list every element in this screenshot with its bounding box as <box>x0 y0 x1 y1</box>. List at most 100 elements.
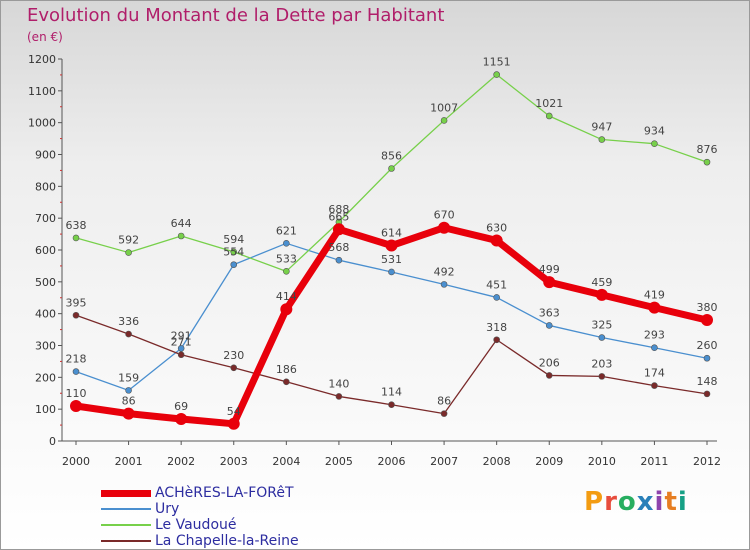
data-point <box>177 232 185 240</box>
data-point <box>545 372 553 379</box>
y-tick-label: 1200 <box>28 53 56 66</box>
data-point <box>651 140 658 147</box>
data-label: 186 <box>276 363 297 376</box>
data-label: 110 <box>66 387 87 400</box>
data-point <box>651 382 658 389</box>
data-point <box>230 261 238 268</box>
data-point <box>598 373 606 380</box>
x-tick-label: 2001 <box>115 455 143 468</box>
data-point <box>283 240 290 247</box>
data-point <box>648 301 661 314</box>
data-point <box>440 117 448 124</box>
data-point <box>72 311 80 319</box>
x-tick-label: 2004 <box>272 455 300 468</box>
data-point <box>72 368 80 375</box>
chart-title: Evolution du Montant de la Dette par Hab… <box>27 5 445 26</box>
data-point <box>125 387 132 394</box>
x-tick-label: 2011 <box>640 455 668 468</box>
data-point <box>598 334 606 341</box>
data-label: 419 <box>644 289 665 302</box>
data-point <box>230 248 238 256</box>
data-label: 1007 <box>430 101 458 114</box>
y-tick-label: 600 <box>35 244 56 257</box>
data-point <box>175 413 188 426</box>
data-point <box>493 71 500 78</box>
data-label: 140 <box>328 377 349 390</box>
logo-letter: r <box>604 487 618 517</box>
y-tick-label: 200 <box>35 371 56 384</box>
logo-letter: o <box>617 487 637 517</box>
data-point <box>388 165 395 172</box>
data-point <box>440 410 448 417</box>
data-point <box>280 303 293 316</box>
data-label: 114 <box>381 386 402 399</box>
data-label: 670 <box>434 209 455 222</box>
data-label: 54 <box>227 405 241 418</box>
data-point <box>332 223 345 236</box>
data-point <box>493 294 500 301</box>
data-label: 638 <box>66 219 87 232</box>
data-point <box>125 330 132 338</box>
data-point <box>388 268 395 276</box>
data-point <box>335 256 343 264</box>
data-point <box>490 234 503 247</box>
data-label: 621 <box>276 224 297 237</box>
data-label: 644 <box>171 217 192 230</box>
data-label: 203 <box>591 357 612 370</box>
data-label: 218 <box>66 353 87 366</box>
x-tick-label: 2012 <box>693 455 721 468</box>
logo-letter: x <box>636 487 655 517</box>
data-label: 1151 <box>483 56 511 69</box>
data-label: 614 <box>381 227 402 240</box>
x-tick-label: 2008 <box>483 455 511 468</box>
data-label: 86 <box>437 395 451 408</box>
data-label: 174 <box>644 367 665 380</box>
legend-swatch <box>101 524 151 526</box>
data-label: 318 <box>486 321 507 334</box>
x-tick-label: 2002 <box>167 455 195 468</box>
data-point <box>543 276 556 289</box>
data-label: 206 <box>539 356 560 369</box>
data-point <box>493 336 500 344</box>
data-label: 69 <box>174 400 188 413</box>
data-point <box>227 417 240 430</box>
legend-label: Le Vaudoué <box>155 517 237 533</box>
data-label: 531 <box>381 253 402 266</box>
data-label: 293 <box>644 329 665 342</box>
data-point <box>598 136 606 143</box>
y-tick-label: 300 <box>35 340 56 353</box>
legend-label: ACHèRES-LA-FORêT <box>155 485 294 501</box>
legend-swatch <box>101 540 151 542</box>
legend-label: La Chapelle-la-Reine <box>155 533 299 549</box>
data-point <box>545 112 553 120</box>
data-point <box>177 351 185 359</box>
data-label: 148 <box>697 375 718 388</box>
data-label: 380 <box>697 301 718 314</box>
y-tick-label: 0 <box>49 435 56 448</box>
data-point <box>701 314 713 327</box>
data-point <box>72 234 80 242</box>
data-point <box>388 401 395 409</box>
data-point <box>122 407 135 420</box>
data-label: 451 <box>486 278 507 291</box>
data-label: 947 <box>591 121 612 134</box>
logo-letter: i <box>677 487 688 517</box>
x-tick-label: 2007 <box>430 455 458 468</box>
data-label: 499 <box>539 263 560 276</box>
data-label: 395 <box>66 296 87 309</box>
data-label: 934 <box>644 125 665 138</box>
y-tick-label: 500 <box>35 276 56 289</box>
logo-letter: P <box>584 487 605 517</box>
data-label: 459 <box>591 276 612 289</box>
data-label: 568 <box>328 241 349 254</box>
y-tick-label: 100 <box>35 403 56 416</box>
data-label: 592 <box>118 234 139 247</box>
data-point <box>230 364 238 372</box>
data-label: 554 <box>223 246 244 259</box>
data-point <box>595 288 608 301</box>
y-tick-label: 800 <box>35 180 56 193</box>
data-label: 325 <box>591 319 612 332</box>
data-label: 291 <box>171 329 192 342</box>
